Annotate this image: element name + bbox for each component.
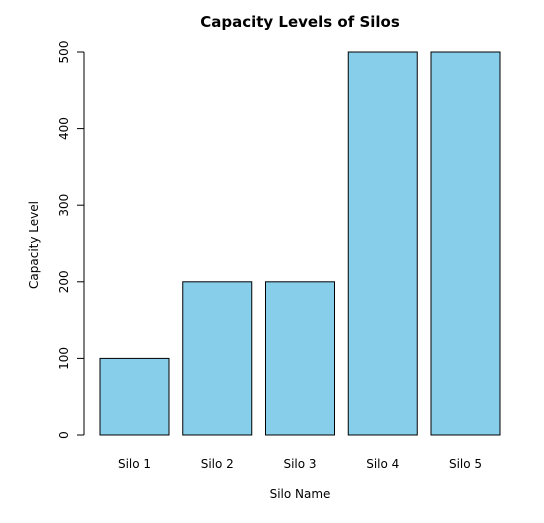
bar-series: [99, 51, 501, 436]
y-axis-label: Capacity Level: [27, 201, 41, 289]
x-tick-label: Silo 2: [201, 457, 234, 471]
y-tick-label: 200: [57, 270, 71, 293]
bar-silo-2: [182, 281, 253, 436]
x-tick-label: Silo 1: [118, 457, 151, 471]
bar-silo-5: [430, 51, 501, 436]
x-tick-label: Silo 4: [366, 457, 399, 471]
y-tick-label: 0: [57, 431, 71, 439]
x-axis-label: Silo Name: [270, 487, 331, 501]
x-tick-label: Silo 3: [283, 457, 316, 471]
y-tick-label: 400: [57, 117, 71, 140]
x-tick-label: Silo 5: [449, 457, 482, 471]
y-tick-label: 500: [57, 41, 71, 64]
x-axis-tick-labels: Silo 1 Silo 2 Silo 3 Silo 4 Silo 5: [118, 457, 482, 471]
chart-title: Capacity Levels of Silos: [200, 13, 400, 31]
bar-silo-3: [265, 281, 335, 436]
bar-silo-1: [99, 357, 170, 436]
y-tick-label: 100: [57, 347, 71, 370]
bar-silo-4: [347, 51, 418, 436]
y-tick-label: 300: [57, 194, 71, 217]
y-axis: 0 100 200 300 400 500: [57, 41, 85, 439]
